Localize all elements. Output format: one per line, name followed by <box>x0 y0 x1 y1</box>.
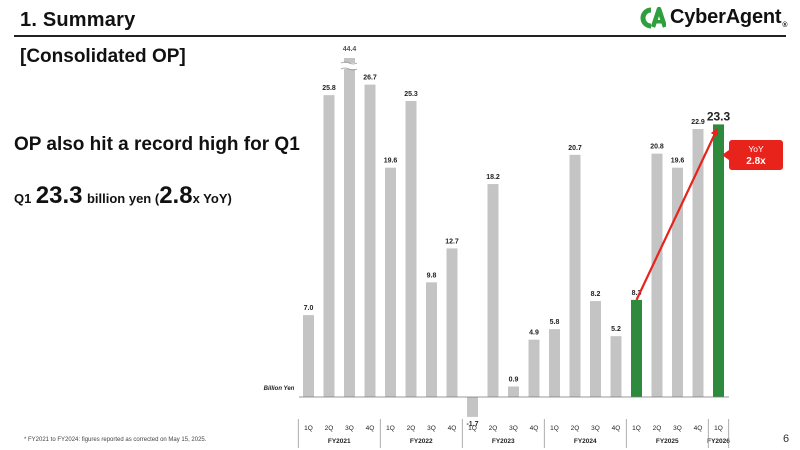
bar-value-label-5: 25.3 <box>404 91 418 98</box>
bar-value-label-9: 18.2 <box>486 174 500 181</box>
x-tick-label-15: 4Q <box>612 425 621 432</box>
bar-value-label-11: 4.9 <box>529 330 539 337</box>
q1-unit: billion yen ( <box>86 191 160 206</box>
x-group-label-0: FY2021 <box>328 438 351 445</box>
bar-value-label-2: 44.4 <box>343 46 357 53</box>
x-tick-label-16: 1Q <box>632 425 641 432</box>
bar-value-label-16: 8.3 <box>632 290 642 297</box>
bar-18 <box>672 167 683 397</box>
page-title: 1. Summary <box>20 9 136 31</box>
x-tick-label-7: 4Q <box>448 425 457 432</box>
bar-4 <box>385 167 396 397</box>
bar-9 <box>487 184 499 397</box>
bar-value-label-18: 19.6 <box>671 158 685 165</box>
header-divider <box>14 35 786 37</box>
x-tick-label-19: 4Q <box>694 425 703 432</box>
x-tick-label-18: 3Q <box>673 425 682 432</box>
bar-10 <box>508 386 519 397</box>
bar-value-label-15: 5.2 <box>611 326 621 333</box>
x-tick-label-2: 3Q <box>345 425 354 432</box>
bar-16 <box>631 299 642 397</box>
page-number: 6 <box>783 433 790 445</box>
axis-break-mark <box>340 61 358 71</box>
bar-value-label-8: -1.7 <box>466 421 478 428</box>
bar-8 <box>467 397 478 417</box>
x-group-label-2: FY2023 <box>492 438 515 445</box>
bar-20 <box>713 124 724 397</box>
y-axis-label: Billion Yen <box>264 386 295 392</box>
x-group-label-1: FY2022 <box>410 438 433 445</box>
bar-value-label-17: 20.8 <box>650 144 664 151</box>
x-tick-label-10: 3Q <box>509 425 518 432</box>
x-tick-label-0: 1Q <box>304 425 313 432</box>
x-tick-label-20: 1Q <box>714 425 723 432</box>
yoy-badge-value: 2.8x <box>746 156 766 167</box>
yoy-badge-label: YoY <box>748 144 764 154</box>
q1-multiple: 2.8 <box>159 182 193 209</box>
headline: OP also hit a record high for Q1 <box>14 134 300 155</box>
company-logo: CyberAgent® <box>640 6 788 29</box>
bar-15 <box>610 336 622 397</box>
bar-value-label-3: 26.7 <box>363 75 377 82</box>
q1-suffix: x YoY) <box>192 191 232 206</box>
bar-5 <box>405 100 417 398</box>
bar-11 <box>528 339 540 397</box>
q1-prefix: Q1 <box>14 191 32 206</box>
x-tick-label-14: 3Q <box>591 425 600 432</box>
bar-19 <box>692 129 704 397</box>
x-group-label-4: FY2025 <box>656 438 679 445</box>
bar-17 <box>651 153 663 397</box>
yoy-badge: YoY 2.8x <box>722 140 783 170</box>
bar-value-label-4: 19.6 <box>384 158 398 165</box>
bar-value-label-19: 22.9 <box>691 119 705 126</box>
bar-value-label-0: 7.0 <box>304 305 314 312</box>
x-tick-label-3: 4Q <box>366 425 375 432</box>
bar-13 <box>569 154 581 397</box>
x-tick-label-11: 4Q <box>530 425 539 432</box>
section-title: [Consolidated OP] <box>20 46 186 67</box>
bar-6 <box>426 282 437 397</box>
growth-arrow <box>635 127 718 301</box>
footnote: * FY2021 to FY2024: figures reported as … <box>24 437 207 443</box>
bar-value-label-20: 23.3 <box>707 109 731 123</box>
bar-value-label-6: 9.8 <box>427 272 437 279</box>
bar-7 <box>446 248 458 397</box>
x-tick-label-8: 1Q <box>468 425 477 432</box>
x-tick-label-9: 2Q <box>489 425 498 432</box>
bar-0 <box>303 315 314 397</box>
bar-2 <box>344 58 355 397</box>
x-tick-label-12: 1Q <box>550 425 559 432</box>
bar-value-label-13: 20.7 <box>568 145 582 152</box>
q1-value: 23.3 <box>35 182 83 209</box>
bar-value-label-14: 8.2 <box>591 291 601 298</box>
x-tick-label-6: 3Q <box>427 425 436 432</box>
bar-value-label-7: 12.7 <box>445 238 459 245</box>
x-group-label-5: FY2026 <box>707 438 730 445</box>
x-tick-label-4: 1Q <box>386 425 395 432</box>
bar-3 <box>364 84 376 398</box>
bar-value-label-12: 5.8 <box>550 319 560 326</box>
x-tick-label-5: 2Q <box>407 425 416 432</box>
x-group-label-3: FY2024 <box>574 438 597 445</box>
x-tick-label-13: 2Q <box>571 425 580 432</box>
x-tick-label-17: 2Q <box>653 425 662 432</box>
x-tick-label-1: 2Q <box>325 425 334 432</box>
bar-value-label-1: 25.8 <box>322 85 336 92</box>
bar-1 <box>323 95 335 397</box>
bar-12 <box>549 329 560 397</box>
bar-value-label-10: 0.9 <box>509 376 519 383</box>
cyberagent-logo-icon <box>640 6 666 28</box>
bar-14 <box>590 301 601 397</box>
logo-text: CyberAgent® <box>670 6 788 29</box>
q1-summary: Q1 23.3 billion yen (2.8x YoY) <box>14 182 232 210</box>
